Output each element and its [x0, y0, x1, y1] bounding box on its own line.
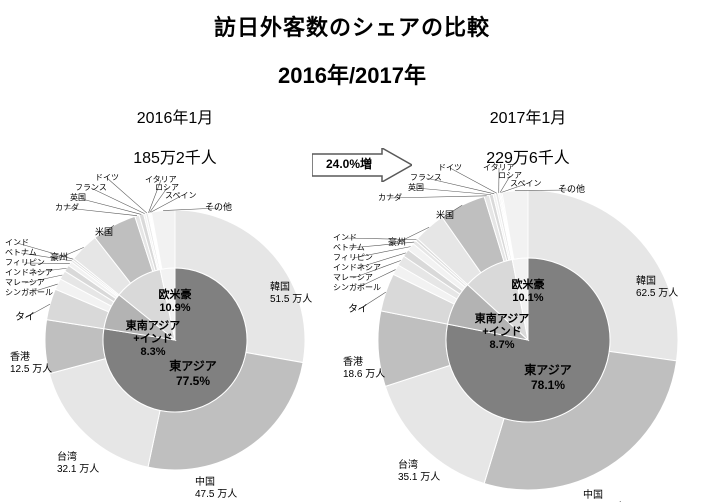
slice-sublabel-3: 18.6 万人 [343, 368, 385, 380]
slice-label-5: シンガポール [333, 282, 381, 292]
slice-sublabel-2: 32.1 万人 [57, 463, 99, 475]
slice-label-11: 豪州 [50, 251, 68, 262]
slice-label-7: インドネシア [333, 263, 381, 272]
slice-sublabel-3: 12.5 万人 [10, 363, 52, 375]
slice-label-3: 香港 [10, 351, 30, 363]
slice-label-9: ベトナム [333, 243, 365, 252]
slice-label-8: フィリピン [333, 253, 373, 262]
center-label-0: 欧米豪 [512, 277, 545, 291]
center-label-6: 78.1% [531, 378, 565, 392]
slice-sublabel-0: 62.5 万人 [636, 287, 678, 299]
slice-label-16: ドイツ [438, 163, 462, 172]
slice-label-3: 香港 [343, 356, 363, 368]
center-label-4: 8.3% [140, 346, 165, 358]
slice-label-9: ベトナム [5, 248, 37, 257]
slice-label-11: 豪州 [388, 236, 406, 247]
slice-label-2: 台湾 [398, 458, 418, 471]
center-label-4: 8.7% [489, 339, 514, 351]
slice-sublabel-2: 35.1 万人 [398, 471, 440, 483]
slice-label-1: 中国 [583, 488, 603, 501]
slice-label-10: インド [333, 233, 357, 242]
center-label-3: +インド [482, 325, 521, 338]
slice-label-2: 台湾 [57, 450, 77, 463]
center-label-1: 10.1% [512, 292, 543, 304]
slice-label-15: フランス [75, 183, 107, 192]
slice-label-0: 韓国 [636, 275, 656, 287]
slice-label-13: カナダ [378, 192, 402, 202]
slice-label-15: フランス [410, 173, 442, 182]
slice-label-5: シンガポール [5, 287, 53, 297]
slice-label-12: 米国 [95, 226, 113, 237]
slice-label-4: タイ [15, 311, 35, 323]
slice-label-4: タイ [348, 303, 368, 315]
center-label-3: +インド [133, 332, 172, 345]
slice-label-16: ドイツ [95, 173, 119, 182]
slice-label-10: インド [5, 238, 29, 247]
slice-label-6: マレーシア [333, 273, 373, 282]
slice-label-12: 米国 [436, 209, 454, 220]
center-label-2: 東南アジア [475, 311, 530, 325]
slice-label-14: 英国 [70, 192, 86, 202]
slice-label-19: スペイン [510, 179, 541, 188]
center-label-2: 東南アジア [126, 318, 181, 332]
slice-label-6: マレーシア [5, 278, 45, 287]
slice-label-8: フィリピン [5, 258, 45, 267]
slice-label-20: その他 [558, 183, 585, 194]
center-label-5: 東アジア [524, 362, 572, 377]
slice-label-13: カナダ [55, 202, 79, 212]
slice-label-14: 英国 [408, 182, 424, 192]
pie-chart-1: 韓国62.5 万人中国63.1 万人台湾35.1 万人香港18.6 万人タイシン… [178, 0, 704, 502]
slice-label-7: インドネシア [5, 268, 53, 277]
